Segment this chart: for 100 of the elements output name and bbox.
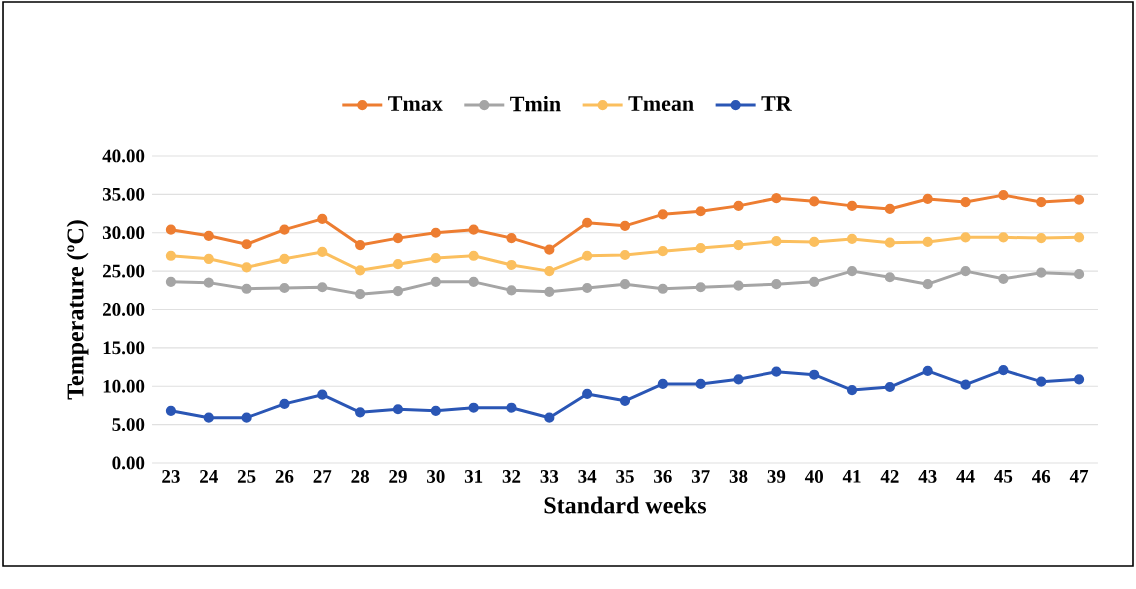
point: [468, 224, 479, 235]
point: [998, 365, 1009, 376]
legend-label: Tmean: [628, 96, 694, 111]
point: [241, 262, 252, 273]
point: [657, 283, 668, 294]
point: [279, 282, 290, 294]
point: [392, 259, 404, 270]
point: [960, 232, 971, 243]
point: [317, 282, 328, 293]
point: [884, 381, 895, 393]
legend-label: TR: [761, 96, 792, 111]
x-tick-label: 25: [237, 470, 256, 483]
point: [506, 285, 517, 296]
y-axis-title: Temperature (ºC): [66, 220, 89, 400]
point: [468, 250, 479, 261]
point: [165, 405, 177, 416]
point: [165, 250, 177, 261]
point: [733, 280, 744, 291]
x-tick-label: 32: [502, 470, 521, 483]
point: [657, 209, 668, 220]
legend-label: Tmin: [510, 95, 561, 112]
point: [392, 404, 404, 415]
point: [771, 279, 782, 290]
point: [619, 249, 631, 261]
point: [922, 193, 933, 205]
point: [165, 276, 177, 287]
point: [203, 230, 214, 241]
point: [544, 266, 555, 277]
point: [582, 388, 593, 400]
point: [279, 253, 290, 264]
point: [1036, 233, 1047, 244]
point: [355, 239, 366, 251]
point: [846, 384, 858, 396]
point: [619, 220, 631, 231]
y-tick-label: 15.00: [103, 341, 145, 355]
point: [203, 277, 214, 288]
point: [430, 276, 441, 287]
point: [355, 289, 366, 300]
point: [544, 244, 555, 255]
point: [846, 200, 858, 211]
point: [317, 389, 328, 400]
point: [1036, 196, 1047, 208]
point: [317, 246, 328, 258]
x-tick-label: 26: [275, 470, 294, 483]
point: [582, 250, 593, 261]
y-tick-label: 10.00: [103, 379, 145, 393]
point: [430, 227, 441, 238]
point: [846, 266, 858, 277]
point: [960, 266, 971, 277]
point: [544, 286, 555, 297]
x-tick-label: 43: [918, 470, 937, 483]
point: [809, 236, 820, 248]
point: [506, 233, 517, 244]
point: [203, 253, 214, 264]
point: [922, 365, 933, 376]
point: [392, 233, 404, 244]
x-tick-label: 40: [804, 470, 823, 483]
point: [619, 395, 631, 406]
point: [922, 279, 933, 290]
point: [468, 276, 479, 287]
point: [582, 282, 593, 294]
point: [733, 239, 744, 251]
point: [657, 378, 668, 390]
point: [430, 252, 441, 264]
point: [279, 224, 290, 235]
point: [317, 213, 328, 225]
y-tick-label: 40.00: [102, 149, 145, 163]
point: [998, 273, 1009, 284]
point: [619, 279, 631, 290]
point: [1036, 267, 1047, 278]
point: [695, 242, 706, 254]
point: [241, 412, 252, 423]
x-tick-label: 45: [994, 470, 1013, 483]
point: [771, 236, 782, 247]
point: [1073, 374, 1085, 385]
x-tick-label: 36: [654, 470, 672, 483]
point: [998, 190, 1009, 201]
point: [430, 405, 441, 416]
point: [1073, 194, 1085, 205]
point: [582, 217, 593, 228]
x-tick-label: 35: [616, 470, 634, 483]
point: [809, 369, 820, 380]
x-tick-label: 27: [313, 470, 332, 483]
point: [846, 233, 858, 244]
point: [695, 378, 706, 390]
x-tick-label: 47: [1069, 470, 1089, 483]
x-tick-label: 33: [540, 470, 559, 483]
point: [922, 236, 933, 248]
point: [1036, 376, 1047, 387]
x-tick-label: 37: [691, 470, 710, 483]
point: [506, 402, 517, 413]
point: [771, 193, 782, 204]
point: [733, 200, 744, 211]
point: [884, 203, 895, 215]
x-axis-title: Standard weeks: [544, 496, 707, 514]
x-tick-label: 30: [427, 470, 445, 483]
x-tick-label: 46: [1031, 470, 1051, 483]
point: [733, 374, 744, 385]
x-tick-label: 39: [767, 470, 786, 483]
point: [695, 282, 706, 293]
